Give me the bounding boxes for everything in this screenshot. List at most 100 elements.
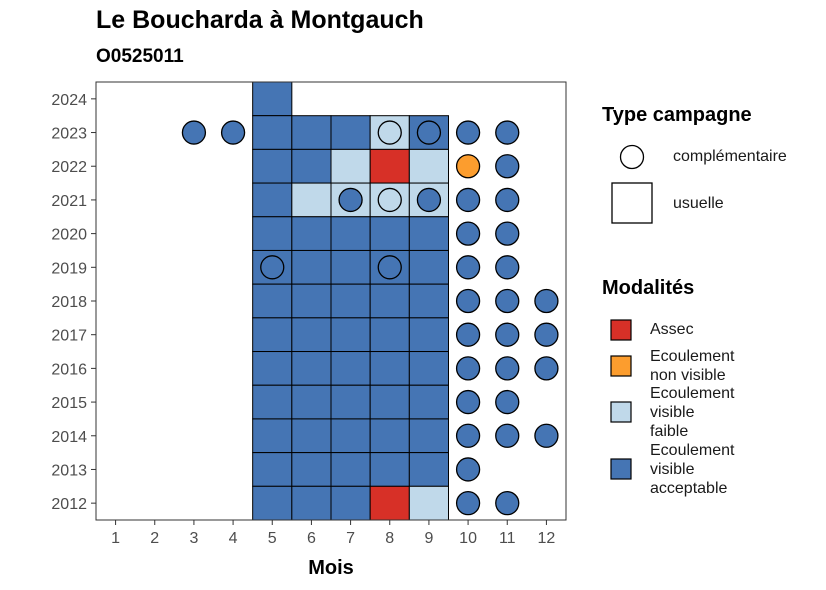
usuelle-cell-2018-6 xyxy=(291,283,332,319)
x-tick-label-8: 8 xyxy=(385,530,394,547)
complementaire-point-2023-11 xyxy=(495,120,520,145)
chart-title: Le Boucharda à Montgauch xyxy=(96,6,424,34)
legend-label-faible: Ecoulement visible faible xyxy=(650,385,735,440)
y-tick-label-2020: 2020 xyxy=(51,227,87,244)
usuelle-cell-2013-7 xyxy=(330,452,371,487)
complementaire-point-2021-10 xyxy=(455,187,481,213)
legend-swatch-faible xyxy=(610,401,632,423)
complementaire-point-2022-10 xyxy=(455,154,481,179)
usuelle-cell-2020-6 xyxy=(291,216,332,251)
x-axis-label: Mois xyxy=(308,557,354,579)
usuelle-cell-2019-9 xyxy=(408,249,450,285)
legend-modalites-title: Modalités xyxy=(602,277,695,299)
usuelle-cell-2016-6 xyxy=(291,351,332,386)
usuelle-cell-2017-8 xyxy=(369,317,410,353)
legend-symbols xyxy=(610,144,653,480)
complementaire-point-2016-12 xyxy=(534,356,559,381)
complementaire-point-2015-11 xyxy=(495,389,520,415)
x-tick-label-7: 7 xyxy=(346,530,355,547)
complementaire-point-2013-10 xyxy=(455,457,481,482)
complementaire-point-2023-3 xyxy=(181,120,207,145)
usuelle-cell-2013-8 xyxy=(369,452,410,487)
legend-swatch-assec xyxy=(610,319,632,341)
complementaire-point-2022-11 xyxy=(495,154,520,179)
legend-symbol-usuelle xyxy=(611,182,653,224)
x-tick-label-3: 3 xyxy=(189,530,198,547)
legend-campaign-title: Type campagne xyxy=(602,104,752,126)
usuelle-cell-2019-6 xyxy=(291,249,332,285)
plot-area xyxy=(181,81,559,521)
usuelle-cell-2017-5 xyxy=(252,317,293,353)
usuelle-cell-2021-6 xyxy=(291,182,332,218)
complementaire-point-2017-11 xyxy=(495,322,520,347)
complementaire-point-2018-11 xyxy=(495,288,520,314)
usuelle-cell-2013-6 xyxy=(291,452,332,487)
usuelle-cell-2014-6 xyxy=(291,418,332,454)
complementaire-point-2019-10 xyxy=(455,255,481,280)
usuelle-cell-2012-7 xyxy=(330,485,371,521)
y-tick-label-2019: 2019 xyxy=(51,260,87,277)
complementaire-point-2019-11 xyxy=(495,255,520,280)
usuelle-cell-2014-9 xyxy=(408,418,450,454)
usuelle-cell-2014-5 xyxy=(252,418,293,454)
usuelle-cell-2014-7 xyxy=(330,418,371,454)
usuelle-cell-2022-5 xyxy=(252,148,293,184)
complementaire-point-2019-8 xyxy=(377,255,402,280)
usuelle-cell-2012-5 xyxy=(252,485,293,521)
legend-label-assec: Assec xyxy=(650,321,694,338)
usuelle-cell-2020-5 xyxy=(252,216,293,251)
usuelle-cell-2012-8 xyxy=(369,485,410,521)
usuelle-cell-2017-7 xyxy=(330,317,371,353)
usuelle-cell-2022-8 xyxy=(369,148,410,184)
complementaire-point-2017-12 xyxy=(534,322,559,347)
usuelle-cell-2012-6 xyxy=(291,485,332,521)
y-tick-label-2024: 2024 xyxy=(51,92,87,109)
usuelle-cell-2016-8 xyxy=(369,351,410,386)
usuelle-cell-2013-9 xyxy=(408,452,450,487)
y-tick-label-2023: 2023 xyxy=(51,126,87,143)
usuelle-cell-2018-9 xyxy=(408,283,450,319)
complementaire-point-2017-10 xyxy=(455,322,481,347)
x-tick-label-1: 1 xyxy=(111,530,120,547)
complementaire-point-2012-10 xyxy=(455,491,481,516)
usuelle-cell-2023-7 xyxy=(330,115,371,150)
x-tick-label-10: 10 xyxy=(459,530,477,547)
x-tick-label-11: 11 xyxy=(499,530,516,547)
complementaire-point-2015-10 xyxy=(455,389,481,415)
chart-subtitle: O0525011 xyxy=(96,46,184,67)
usuelle-cell-2021-5 xyxy=(252,182,293,218)
usuelle-cell-2016-9 xyxy=(408,351,450,386)
legend-label-acceptable: Ecoulement visible acceptable xyxy=(650,442,735,497)
axes: 1 2 3 4 5 6 7 8 9 10 11 122012201320142015201620172… xyxy=(51,81,567,579)
x-tick-label-12: 12 xyxy=(538,530,556,547)
complementaire-point-2023-8 xyxy=(377,120,402,145)
legend-label-complementaire: complémentaire xyxy=(673,148,787,165)
complementaire-point-2023-4 xyxy=(220,120,246,145)
complementaire-point-2021-9 xyxy=(416,187,442,213)
usuelle-cell-2014-8 xyxy=(369,418,410,454)
usuelle-cell-2018-8 xyxy=(369,283,410,319)
usuelle-cell-2019-7 xyxy=(330,249,371,285)
usuelle-cell-2022-6 xyxy=(291,148,332,184)
usuelle-cell-2020-9 xyxy=(408,216,450,251)
complementaire-point-2018-12 xyxy=(534,288,559,314)
complementaire-point-2021-7 xyxy=(338,187,363,213)
legend-swatch-nonvisible xyxy=(610,355,632,377)
complementaire-point-2014-12 xyxy=(534,423,559,448)
usuelle-cell-2020-8 xyxy=(369,216,410,251)
complementaire-point-2021-11 xyxy=(495,187,520,213)
y-tick-label-2015: 2015 xyxy=(51,395,87,412)
complementaire-point-2020-10 xyxy=(455,221,481,246)
y-tick-label-2012: 2012 xyxy=(51,496,87,513)
y-tick-label-2014: 2014 xyxy=(51,429,87,446)
x-tick-label-4: 4 xyxy=(229,530,238,547)
y-tick-label-2018: 2018 xyxy=(51,294,87,311)
complementaire-point-2023-9 xyxy=(416,120,442,145)
y-tick-label-2021: 2021 xyxy=(51,193,87,210)
x-tick-label-2: 2 xyxy=(150,530,159,547)
y-tick-label-2016: 2016 xyxy=(51,361,87,378)
legend-label-nonvisible: Ecoulement non visible xyxy=(650,348,735,384)
complementaire-point-2020-11 xyxy=(495,221,520,246)
usuelle-cell-2016-5 xyxy=(252,351,293,386)
